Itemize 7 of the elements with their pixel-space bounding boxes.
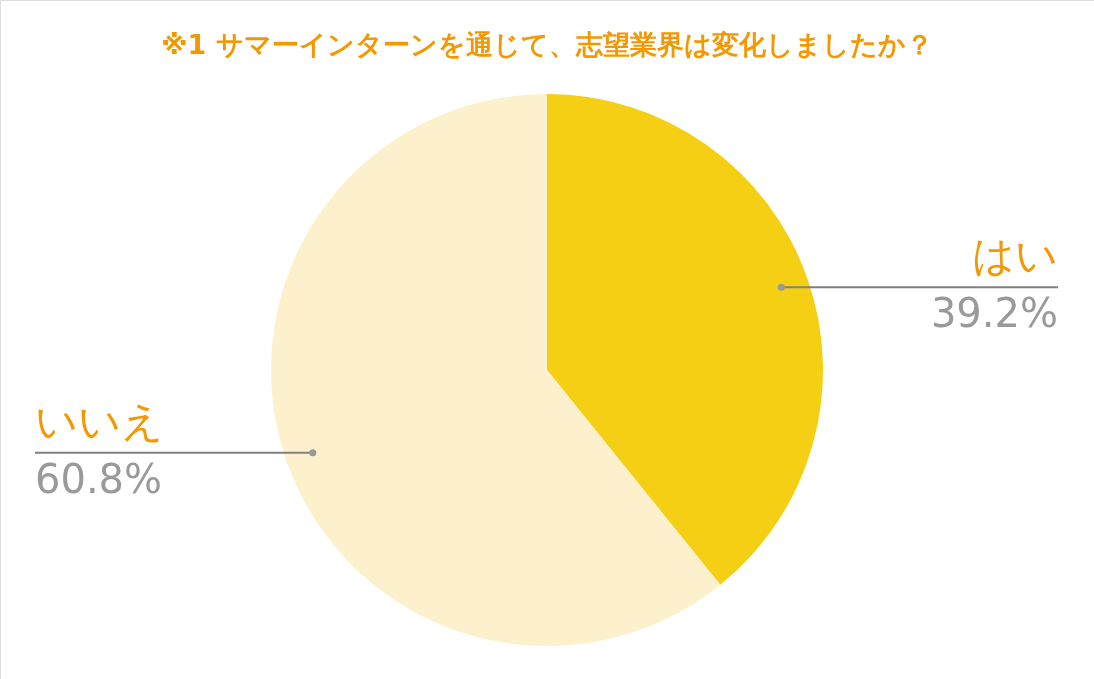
- chart-title: ※1 サマーインターンを通じて、志望業界は変化しましたか？: [161, 29, 933, 60]
- data-label: 39.2%: [930, 290, 1058, 337]
- pie-slice: [271, 94, 721, 646]
- slice-label: はい: [972, 231, 1058, 281]
- slice-label: いいえ: [35, 396, 164, 446]
- pie-slice: [547, 94, 823, 585]
- data-label: 60.8%: [35, 455, 163, 502]
